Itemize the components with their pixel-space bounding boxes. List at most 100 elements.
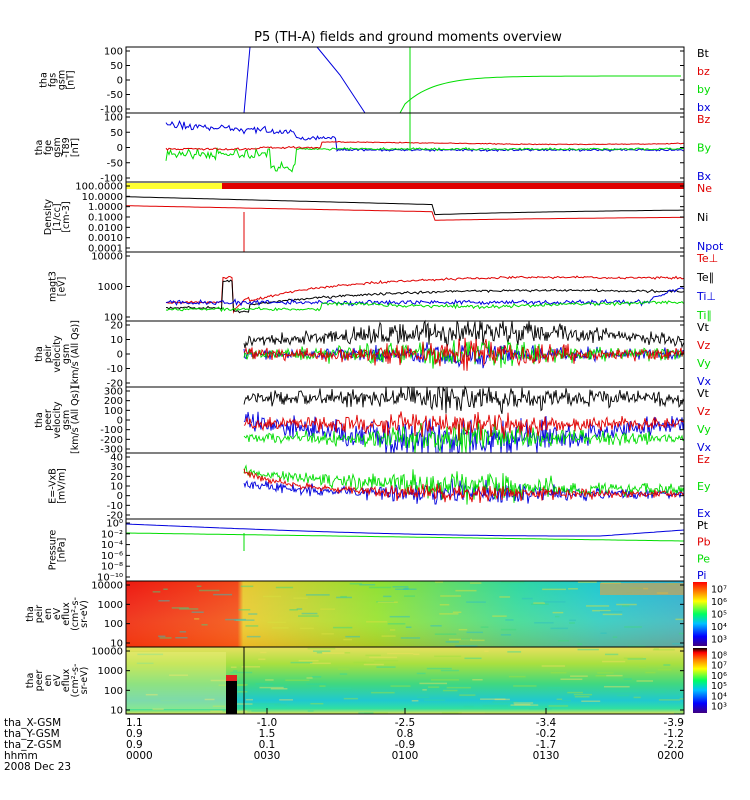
series-pi [126, 523, 684, 537]
footer-ephemeris: tha_X-GSM 1.1 -1.0 -2.5 -3.4 -3.9 tha_Y-GSM 0.9… [4, 708, 685, 773]
spectrogram-texture [679, 698, 684, 700]
spectrogram-texture [204, 698, 215, 701]
spectrogram-texture [359, 583, 376, 586]
spectrogram-texture [600, 632, 607, 634]
legend-peir_v: Vt Vz Vy Vx [697, 321, 712, 388]
spectrogram-texture [541, 665, 566, 667]
spectrogram-texture [160, 699, 179, 702]
footer-value: 1.5 [259, 728, 276, 740]
spectrogram-texture [455, 645, 478, 647]
panel-temp: magt3[eV] 10000 1000 100 Te⊥ Te∥ Ti⊥ Ti∥ [48, 251, 718, 324]
legend-pressure: Pt Pb Pe Pi [697, 519, 711, 582]
spectrogram-texture [459, 694, 476, 696]
ytick-label: 100 [104, 47, 123, 58]
spectrogram-texture [417, 696, 430, 699]
footer-value: 0200 [657, 750, 684, 762]
ylabel-line: [nT] [70, 138, 81, 157]
spectrogram-texture [624, 626, 642, 628]
plot-area-peer_v [243, 385, 684, 454]
footer-value: 0130 [533, 750, 560, 762]
spectrogram-texture [508, 675, 526, 678]
series-bx [243, 46, 251, 114]
spectrogram-texture [191, 611, 204, 613]
ylabel-temp: magt3[eV] [48, 271, 68, 302]
series-bx [165, 119, 684, 153]
ytick-label: -100 [100, 425, 123, 436]
spectrogram-texture [446, 686, 471, 689]
spectrogram-texture [543, 601, 566, 603]
colorbar-peer [693, 648, 707, 713]
spectrogram-texture [267, 621, 286, 624]
spectrogram-texture [377, 601, 398, 603]
spectrogram-texture [272, 627, 289, 629]
legend-entry: Ti⊥ [696, 290, 716, 303]
ytick-label: 1000 [98, 666, 123, 677]
spectrogram-texture [550, 627, 568, 630]
spectrogram-texture [343, 638, 352, 641]
spectrogram-texture [158, 635, 166, 638]
spectrogram-texture [622, 605, 630, 607]
spectrogram-texture [521, 597, 533, 600]
spectrogram-texture [258, 658, 266, 661]
legend-entry: Ti∥ [696, 309, 712, 322]
legend-entry: by [697, 83, 711, 96]
spectrogram-texture [259, 686, 284, 689]
ytick-label: -20 [107, 379, 123, 390]
spectrogram-gap-edge [226, 675, 237, 681]
legend-entry: Bx [697, 170, 712, 183]
series-bz [165, 140, 684, 151]
spectrogram-texture [251, 710, 268, 712]
ylabel-line: magt3 [48, 271, 59, 302]
spectrogram-texture [312, 676, 322, 678]
spectrogram-texture [501, 581, 525, 583]
spectrogram-texture [371, 691, 395, 694]
spectrogram-texture [376, 666, 396, 668]
yticks-density: 100.000010.00001.00000.10000.01000.00100… [75, 182, 684, 255]
legend-entry: bz [697, 65, 710, 78]
spectrogram-texture [552, 611, 564, 614]
spectrogram-texture [313, 650, 331, 652]
spectrogram-texture [403, 595, 415, 597]
footer-row-label: tha_Z-GSM [4, 739, 62, 751]
spectrogram-texture [321, 633, 334, 635]
spectrogram-texture [194, 618, 200, 620]
spectrogram-texture [426, 667, 452, 670]
spectrogram-texture [439, 603, 450, 606]
spectrogram-texture [623, 657, 643, 659]
spectrogram-texture [383, 595, 392, 598]
spectrogram-texture [381, 635, 396, 637]
legend-entry: Vx [697, 375, 712, 388]
colorbar-tick: 10⁵ [711, 610, 727, 621]
series-bx [316, 46, 366, 114]
series-ti-par [165, 300, 684, 313]
ytick-label: 50 [110, 61, 123, 72]
panel-peir_en: thapeireneVeflux(cm²-s-sr-eV)10000100010… [25, 580, 727, 650]
legend-entry: Ne [697, 182, 712, 195]
spectrogram-texture [389, 615, 410, 618]
spectrogram-texture [159, 637, 172, 639]
legend-entry: Bz [697, 113, 711, 126]
spectrogram-texture [427, 686, 440, 688]
ytick-label: 20 [110, 472, 123, 483]
spectrogram-texture [297, 615, 319, 617]
ylabel-density: Density[1/cc][cm-3] [43, 199, 72, 235]
spectrogram-texture [610, 690, 640, 693]
ylabel-line: Density [43, 199, 54, 235]
colorbar-tick: 10⁴ [711, 691, 727, 702]
ylabel-line: peer [34, 670, 45, 692]
spectrogram-texture [238, 609, 251, 611]
spectrogram-texture [171, 607, 189, 609]
spectrogram-texture [319, 685, 326, 687]
ytick-label: 0.1000 [88, 213, 123, 224]
spectrogram-texture [653, 648, 659, 650]
spectrogram-texture [333, 626, 353, 629]
series-vt [243, 385, 684, 415]
ylabel-line: [1/cc] [52, 203, 63, 230]
spectrogram-texture [617, 694, 630, 697]
footer-row-label: tha_Y-GSM [4, 728, 60, 740]
spectrogram-texture [505, 619, 514, 621]
spectrogram-texture [210, 710, 223, 713]
spectrogram-texture [306, 683, 327, 685]
spectrogram-texture [458, 628, 468, 631]
